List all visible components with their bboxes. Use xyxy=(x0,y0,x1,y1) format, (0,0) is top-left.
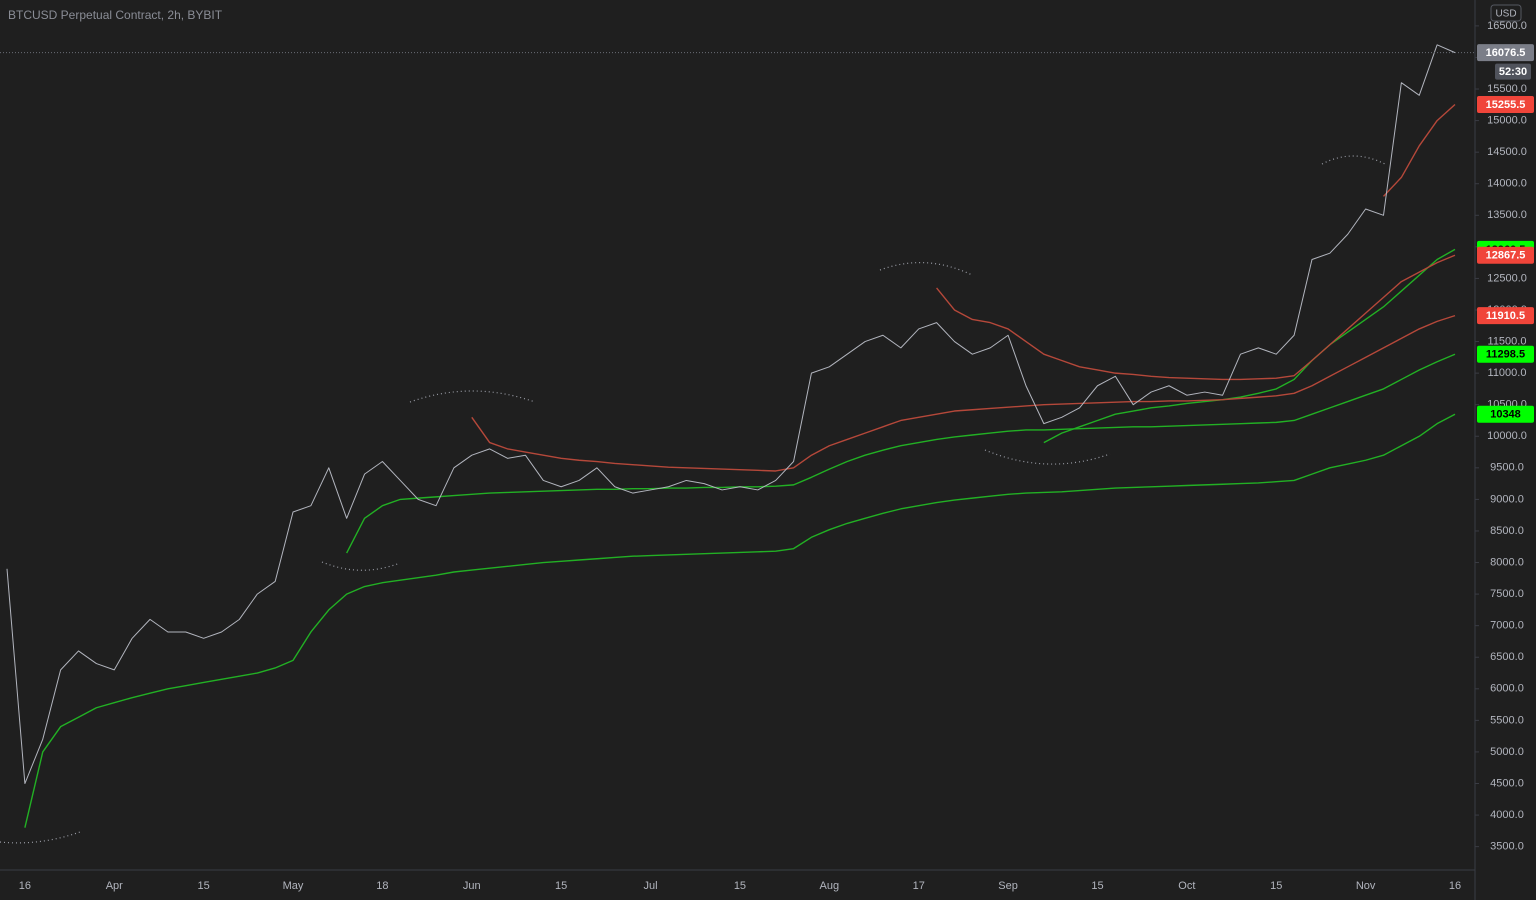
x-tick-label: Apr xyxy=(106,880,123,892)
last-value-label: 11298.5 xyxy=(1486,349,1525,361)
last-value-label: 16076.5 xyxy=(1486,47,1526,59)
pivot-arc xyxy=(879,262,973,276)
vwap-line xyxy=(471,314,1456,472)
y-tick-label: 8500.0 xyxy=(1490,525,1524,537)
y-tick-label: 15000.0 xyxy=(1487,114,1527,126)
last-value-label: 11910.5 xyxy=(1486,310,1525,322)
y-tick-label: 4000.0 xyxy=(1490,809,1524,821)
vwap-line xyxy=(1382,103,1456,197)
vwap-line xyxy=(24,413,1456,828)
pivot-arc xyxy=(321,561,401,571)
x-tick-label: 16 xyxy=(19,880,31,892)
last-value-badge xyxy=(1477,405,1534,423)
x-tick-label: May xyxy=(283,880,304,892)
x-tick-label: 15 xyxy=(1091,880,1103,892)
vwap-line xyxy=(346,353,1456,554)
y-tick-label: 11000.0 xyxy=(1488,367,1527,379)
x-tick-label: 15 xyxy=(1270,880,1282,892)
pivot-arc xyxy=(409,390,536,403)
y-tick-label: 14500.0 xyxy=(1487,146,1527,158)
x-tick-label: 18 xyxy=(376,880,388,892)
y-tick-label: 13500.0 xyxy=(1487,209,1527,221)
x-tick-label: Oct xyxy=(1178,880,1195,892)
y-tick-label: 16500.0 xyxy=(1487,20,1527,32)
y-tick-label: 9500.0 xyxy=(1490,462,1524,474)
y-tick-label: 6500.0 xyxy=(1490,651,1524,663)
vwap-line xyxy=(936,254,1456,381)
countdown-label: 52:30 xyxy=(1499,66,1527,78)
x-tick-label: Sep xyxy=(998,880,1018,892)
pivot-arc xyxy=(0,831,81,844)
x-tick-label: 15 xyxy=(555,880,567,892)
x-tick-label: 15 xyxy=(734,880,746,892)
y-tick-label: 3500.0 xyxy=(1490,841,1524,853)
y-tick-label: 6000.0 xyxy=(1490,683,1524,695)
x-tick-label: Jul xyxy=(644,880,658,892)
y-tick-label: 14000.0 xyxy=(1487,178,1527,190)
last-value-badge xyxy=(1477,246,1534,264)
x-tick-label: 16 xyxy=(1449,880,1461,892)
currency-label: USD xyxy=(1495,9,1516,20)
chart-title: BTCUSD Perpetual Contract, 2h, BYBIT xyxy=(8,8,223,22)
price-line xyxy=(6,44,1456,785)
x-tick-label: Nov xyxy=(1356,880,1376,892)
y-tick-label: 15500.0 xyxy=(1487,83,1527,95)
last-value-badge xyxy=(1477,95,1534,113)
last-value-badge xyxy=(1477,44,1534,62)
pivot-arc xyxy=(984,449,1111,465)
x-tick-label: Aug xyxy=(820,880,840,892)
y-tick-label: 7000.0 xyxy=(1490,620,1524,632)
last-value-badge xyxy=(1477,307,1534,325)
y-tick-label: 11500.0 xyxy=(1488,335,1527,347)
last-value-label: 10348 xyxy=(1490,409,1521,421)
last-value-label: 12867.5 xyxy=(1486,250,1526,262)
y-tick-label: 10000.0 xyxy=(1487,430,1527,442)
y-tick-label: 7500.0 xyxy=(1490,588,1524,600)
y-tick-label: 4500.0 xyxy=(1490,777,1524,789)
last-value-badge xyxy=(1477,345,1534,363)
vwap-line xyxy=(1043,248,1456,444)
y-tick-label: 5500.0 xyxy=(1490,714,1524,726)
y-tick-label: 9000.0 xyxy=(1490,493,1524,505)
pivot-arc xyxy=(1321,155,1386,165)
x-tick-label: 17 xyxy=(913,880,925,892)
y-tick-label: 5000.0 xyxy=(1490,746,1524,758)
last-value-label: 15255.5 xyxy=(1486,99,1526,111)
y-tick-label: 12500.0 xyxy=(1487,272,1527,284)
x-tick-label: 15 xyxy=(198,880,210,892)
x-tick-label: Jun xyxy=(463,880,481,892)
countdown-badge xyxy=(1495,63,1531,80)
currency-badge xyxy=(1490,4,1522,22)
y-tick-label: 8000.0 xyxy=(1490,556,1524,568)
